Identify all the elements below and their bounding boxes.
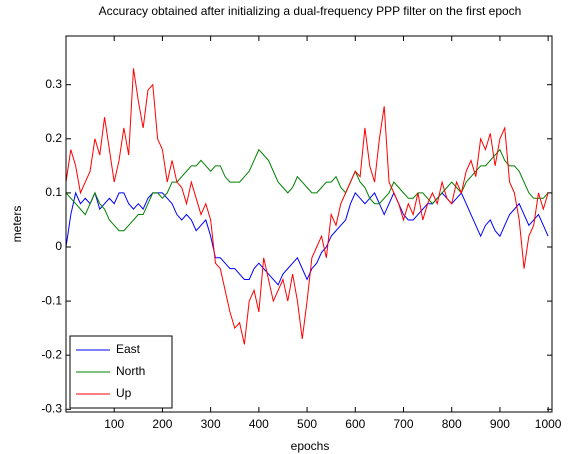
y-tick-label: 0 <box>55 239 62 253</box>
x-tick-label: 500 <box>297 417 317 431</box>
plot-lines <box>66 68 549 345</box>
chart-title: Accuracy obtained after initializing a d… <box>99 4 522 18</box>
y-axis-label: meters <box>10 206 24 243</box>
x-tick-label: 600 <box>345 417 365 431</box>
legend-label: Up <box>116 386 132 400</box>
series-line <box>66 68 549 345</box>
plot-frame <box>65 35 553 413</box>
legend-label: East <box>116 342 141 356</box>
x-tick-label: 1000 <box>535 417 562 431</box>
y-tick-label: 0.2 <box>45 131 62 145</box>
x-tick-label: 700 <box>393 417 413 431</box>
y-tick-label: -0.2 <box>41 347 62 361</box>
x-tick-label: 200 <box>152 417 172 431</box>
x-tick-label: 800 <box>442 417 462 431</box>
x-tick-label: 100 <box>104 417 124 431</box>
y-tick-label: 0.1 <box>45 185 62 199</box>
x-tick-label: 900 <box>490 417 510 431</box>
y-tick-label: 0.3 <box>45 77 62 91</box>
x-tick-label: 300 <box>201 417 221 431</box>
legend-label: North <box>116 364 145 378</box>
legend: East North Up <box>69 335 173 409</box>
y-tick-label: -0.3 <box>41 401 62 415</box>
y-tick-label: -0.1 <box>41 293 62 307</box>
series-line <box>66 191 549 286</box>
x-axis-label: epochs <box>291 439 330 453</box>
series-line <box>66 148 549 232</box>
x-tick-label: 400 <box>249 417 269 431</box>
